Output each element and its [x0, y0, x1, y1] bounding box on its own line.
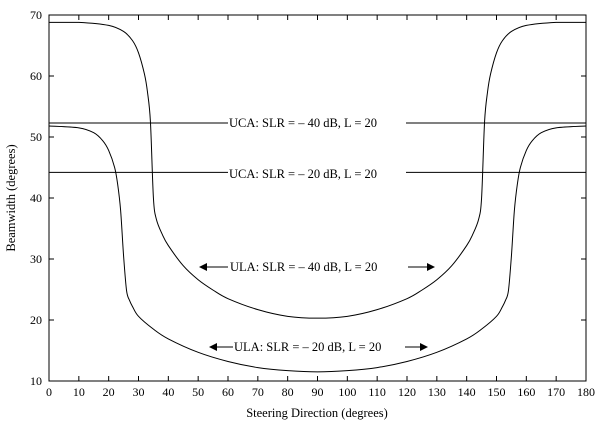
y-tick-label: 70: [30, 8, 42, 22]
x-axis: 0 10 20 30 40 50 60 70 80 90 100 110 120 130 140 150 160…: [46, 15, 595, 399]
x-tick-label: 40: [162, 385, 174, 399]
y-axis-title: Beamwidth (degrees): [4, 144, 18, 251]
y-tick-label: 40: [30, 191, 42, 205]
annotations: UCA: SLR = – 40 dB, L = 20 UCA: SLR = – …: [199, 115, 435, 354]
x-tick-label: 90: [312, 385, 324, 399]
ula-40-arrow: [199, 263, 435, 271]
x-tick-label: 70: [252, 385, 264, 399]
uca-20-label: UCA: SLR = – 20 dB, L = 20: [229, 167, 377, 181]
x-tick-label: 120: [398, 385, 416, 399]
x-tick-label: 100: [338, 385, 356, 399]
x-tick-label: 110: [368, 385, 386, 399]
x-tick-label: 10: [73, 385, 85, 399]
x-tick-label: 80: [282, 385, 294, 399]
plot-area-border: [48, 14, 587, 382]
x-axis-title: Steering Direction (degrees): [246, 406, 388, 420]
x-tick-label: 150: [488, 385, 506, 399]
y-tick-label: 10: [30, 374, 42, 388]
ula-40-label: ULA: SLR = – 40 dB, L = 20: [230, 260, 377, 274]
y-tick-label: 50: [30, 130, 42, 144]
x-tick-label: 180: [577, 385, 595, 399]
y-tick-label: 20: [30, 313, 42, 327]
series-line-ula-40: [49, 21, 586, 319]
series-lines: [48, 21, 587, 373]
x-tick-label: 0: [46, 385, 52, 399]
x-tick-label: 140: [458, 385, 476, 399]
ula-20-label: ULA: SLR = – 20 dB, L = 20: [234, 340, 381, 354]
plot-frame: [48, 14, 587, 382]
series-line-ula-20: [48, 125, 587, 373]
y-axis: 10 20 30 40 50 60 70: [30, 8, 586, 388]
x-tick-label: 50: [192, 385, 204, 399]
x-tick-label: 30: [133, 385, 145, 399]
uca-40-label-bg: [228, 115, 406, 130]
x-tick-label: 130: [428, 385, 446, 399]
uca-20-label-bg: [228, 166, 406, 181]
x-tick-label: 60: [222, 385, 234, 399]
x-tick-label: 160: [517, 385, 535, 399]
uca-40-label: UCA: SLR = – 40 dB, L = 20: [229, 116, 377, 130]
x-tick-label: 170: [547, 385, 565, 399]
y-tick-label: 60: [30, 69, 42, 83]
x-tick-label: 20: [103, 385, 115, 399]
ula-20-arrow: [209, 343, 428, 351]
y-tick-label: 30: [30, 252, 42, 266]
